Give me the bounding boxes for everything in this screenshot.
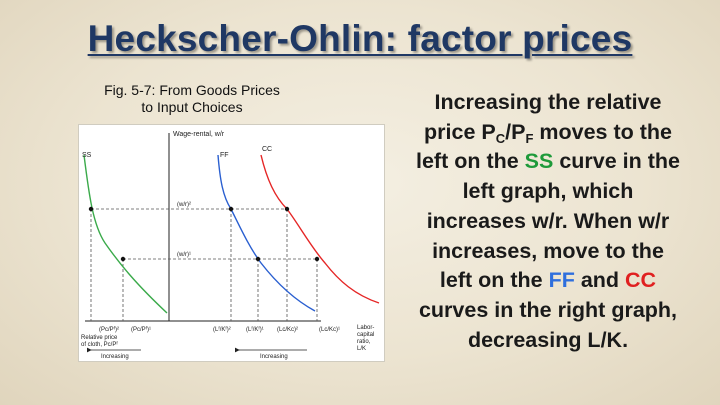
right-increasing-label: Increasing bbox=[260, 354, 288, 360]
y-axis-label: Wage-rental, w/r bbox=[173, 131, 225, 138]
ff-label: FF bbox=[220, 152, 229, 159]
ss-curve bbox=[83, 154, 168, 314]
right-x-label-line2: capital bbox=[357, 332, 374, 338]
cc-label: CC bbox=[262, 146, 272, 153]
right-x-label-line3: ratio, bbox=[357, 339, 371, 345]
and-word: and bbox=[574, 268, 626, 293]
ff-highlight: FF bbox=[548, 268, 575, 293]
factor-price-diagram: Wage-rental, w/r SS FF CC (w/r)² (w/r)¹ … bbox=[78, 124, 385, 362]
explain-line-5: increases w/r. When w/r bbox=[426, 208, 670, 233]
right-x-label-line1: Labor- bbox=[357, 325, 374, 331]
ss-point-1 bbox=[120, 256, 126, 262]
explain-line-2: price PC/PF moves to the bbox=[393, 118, 703, 148]
explain-line-3: left on the SS curve in the bbox=[393, 147, 703, 177]
left-x-label-line2: of cloth, Pᴄ/Pᶠ bbox=[81, 341, 118, 348]
explain-line-7: left on the FF and CC bbox=[393, 266, 703, 296]
ss-highlight: SS bbox=[524, 149, 554, 174]
cc-point-1 bbox=[314, 256, 320, 262]
ff-point-1 bbox=[255, 256, 261, 262]
slide-title: Heckscher-Ohlin: factor prices bbox=[87, 18, 633, 59]
caption-line-1: Fig. 5-7: From Goods Prices bbox=[104, 82, 280, 98]
price-sub-f: F bbox=[525, 130, 534, 146]
explanation-text: Increasing the relative price PC/PF move… bbox=[393, 88, 703, 355]
price-slash: /P bbox=[505, 119, 526, 144]
wr2-label: (w/r)² bbox=[177, 202, 191, 208]
price-suffix: moves to the bbox=[533, 119, 672, 144]
left-x-label-line1: Relative price bbox=[81, 335, 118, 341]
lc-kc-2-label: (Lᴄ/Kᴄ)² bbox=[277, 327, 298, 333]
right-x-label-line4: L/K bbox=[357, 346, 366, 352]
ss-point-2 bbox=[88, 206, 94, 212]
caption-line-2: to Input Choices bbox=[141, 99, 243, 115]
explain-line-8: curves in the right graph, bbox=[418, 297, 678, 322]
pc-pf-2-label: (Pᴄ/Pᶠ)² bbox=[99, 326, 119, 333]
ss-label: SS bbox=[82, 152, 92, 159]
explain-line-4: left graph, which bbox=[462, 179, 634, 204]
explain-line-6: increases, move to the bbox=[432, 238, 664, 263]
figure-caption: Fig. 5-7: From Goods Prices to Input Cho… bbox=[72, 82, 312, 116]
lc-kc-1-label: (Lᴄ/Kᴄ)¹ bbox=[319, 327, 340, 333]
lf-kf-1-label: (Lᶠ/Kᶠ)¹ bbox=[246, 326, 264, 333]
lf-kf-2-label: (Lᶠ/Kᶠ)² bbox=[213, 326, 231, 333]
ss-suffix: curve in the bbox=[553, 149, 681, 174]
explain-line-9: decreasing L/K. bbox=[467, 327, 629, 352]
ss-prefix: left on the bbox=[415, 149, 525, 174]
cc-curve bbox=[260, 154, 380, 304]
price-sub-c: C bbox=[495, 130, 506, 146]
ff-prefix: left on the bbox=[439, 268, 549, 293]
left-increasing-label: Increasing bbox=[101, 354, 129, 360]
ff-curve bbox=[217, 154, 316, 312]
pc-pf-1-label: (Pᴄ/Pᶠ)¹ bbox=[131, 326, 151, 333]
wr1-label: (w/r)¹ bbox=[177, 252, 191, 258]
diagram-svg: Wage-rental, w/r SS FF CC (w/r)² (w/r)¹ … bbox=[81, 131, 380, 360]
explain-line-1: Increasing the relative bbox=[434, 90, 662, 114]
cc-highlight: CC bbox=[625, 268, 657, 293]
cc-point-2 bbox=[284, 206, 290, 212]
price-prefix: price P bbox=[424, 119, 496, 144]
ff-point-2 bbox=[228, 206, 234, 212]
